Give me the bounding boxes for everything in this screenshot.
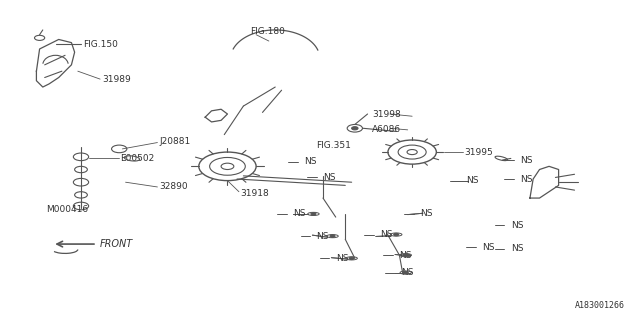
Text: NS: NS xyxy=(336,254,348,263)
Text: FRONT: FRONT xyxy=(100,239,133,249)
Text: NS: NS xyxy=(511,244,524,253)
Text: 31918: 31918 xyxy=(240,189,269,198)
Text: 31998: 31998 xyxy=(372,109,401,118)
Circle shape xyxy=(394,233,399,236)
Text: 31989: 31989 xyxy=(102,75,131,84)
Text: E00502: E00502 xyxy=(120,154,155,163)
Text: NS: NS xyxy=(520,156,533,164)
Text: 31995: 31995 xyxy=(465,148,493,156)
Text: J20881: J20881 xyxy=(159,137,191,146)
Text: 32890: 32890 xyxy=(159,182,188,191)
Text: FIG.180: FIG.180 xyxy=(250,27,285,36)
Circle shape xyxy=(349,257,354,260)
Circle shape xyxy=(403,271,408,274)
Text: NS: NS xyxy=(511,220,524,229)
Text: NS: NS xyxy=(482,243,495,252)
Text: A6086: A6086 xyxy=(372,125,401,134)
Circle shape xyxy=(330,235,335,237)
Text: NS: NS xyxy=(467,176,479,185)
Text: NS: NS xyxy=(304,157,316,166)
Text: M000416: M000416 xyxy=(46,205,88,214)
Text: NS: NS xyxy=(293,209,305,219)
Circle shape xyxy=(311,213,316,215)
Text: NS: NS xyxy=(399,251,412,260)
Text: NS: NS xyxy=(420,209,433,219)
Text: NS: NS xyxy=(317,232,329,241)
Circle shape xyxy=(351,127,358,130)
Text: FIG.351: FIG.351 xyxy=(317,141,351,150)
Text: FIG.150: FIG.150 xyxy=(83,40,118,49)
Text: NS: NS xyxy=(520,174,533,184)
Circle shape xyxy=(403,254,408,256)
Text: A183001266: A183001266 xyxy=(575,301,625,310)
Text: NS: NS xyxy=(401,268,414,277)
Text: NS: NS xyxy=(380,230,393,239)
Text: NS: NS xyxy=(323,173,335,182)
